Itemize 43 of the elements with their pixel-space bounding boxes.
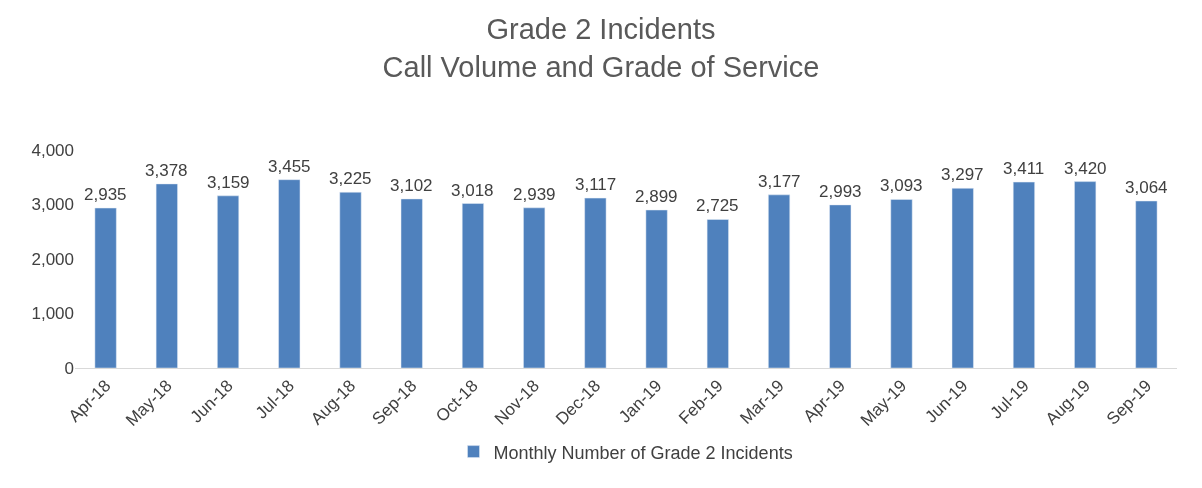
bar — [951, 188, 974, 368]
data-label: 3,378 — [145, 161, 188, 180]
data-label: 2,935 — [84, 185, 127, 204]
bar — [217, 195, 240, 368]
data-label: 3,093 — [880, 176, 923, 195]
data-label: 3,420 — [1064, 159, 1107, 178]
bar — [890, 199, 913, 368]
bar — [278, 179, 301, 368]
bar — [94, 207, 117, 368]
bar — [339, 191, 362, 368]
data-label: 3,177 — [758, 172, 801, 191]
y-tick-label: 1,000 — [31, 304, 74, 324]
data-label: 3,455 — [268, 157, 311, 176]
bar — [768, 194, 791, 368]
bar — [155, 183, 178, 368]
data-label: 3,117 — [575, 175, 617, 194]
bar — [1012, 181, 1035, 368]
data-label: 2,899 — [635, 187, 678, 206]
y-tick-label: 2,000 — [31, 249, 74, 269]
data-label: 3,064 — [1125, 178, 1168, 197]
bar — [706, 219, 729, 368]
data-label: 3,297 — [941, 165, 984, 184]
bar — [584, 197, 607, 368]
bar — [523, 207, 546, 368]
data-label: 2,725 — [696, 196, 739, 215]
bar — [461, 203, 484, 368]
y-tick-label: 4,000 — [31, 140, 74, 160]
bar — [1074, 181, 1097, 368]
y-tick-label: 3,000 — [31, 195, 74, 215]
data-label: 3,159 — [207, 173, 250, 192]
bar — [1135, 200, 1158, 368]
bar — [400, 198, 423, 368]
data-label: 2,939 — [513, 185, 556, 204]
chart-title: Grade 2 Incidents Call Volume and Grade of Service — [382, 13, 820, 83]
data-label: 3,102 — [390, 176, 433, 195]
data-label: 2,993 — [819, 182, 862, 201]
legend-label: Monthly Number of Grade 2 Incidents — [493, 442, 793, 463]
data-label: 3,411 — [1003, 159, 1045, 178]
data-label: 3,018 — [451, 181, 494, 200]
bar — [645, 209, 668, 368]
bar — [829, 204, 852, 368]
data-label: 3,225 — [329, 169, 372, 188]
y-tick-label: 0 — [64, 358, 74, 378]
